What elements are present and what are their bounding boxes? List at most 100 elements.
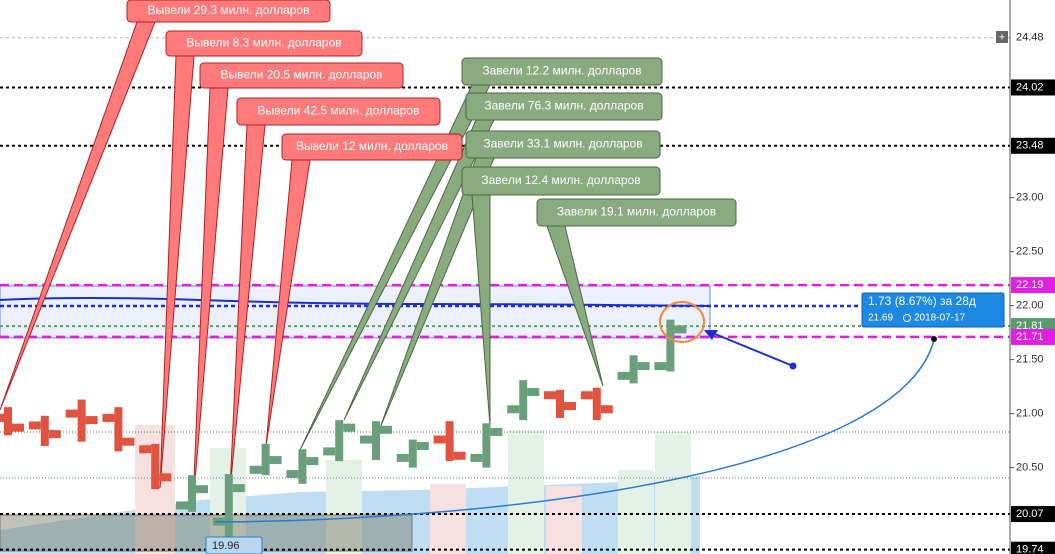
callout-box: [536, 198, 737, 227]
level-label: 22.19: [1016, 279, 1044, 291]
candle-range: [188, 475, 196, 512]
candle-close: [527, 388, 540, 397]
level-label: 24.02: [1016, 81, 1044, 93]
measure-curve: [214, 339, 935, 523]
moving-average: [0, 297, 711, 307]
candle-range: [519, 380, 528, 421]
callout-box: [465, 92, 663, 121]
candle-open: [470, 453, 483, 462]
start-label: 19.96: [212, 540, 240, 552]
level-label-box: [1011, 277, 1055, 294]
y-tick-label: 23.00: [1016, 192, 1044, 204]
candle-open: [176, 501, 188, 510]
callout-text: Завели 19.1 милн. долларов: [557, 205, 716, 219]
candle-range: [151, 443, 160, 490]
candle-open: [580, 391, 593, 400]
level-label-box: [1011, 79, 1055, 96]
candle-range: [592, 387, 601, 421]
level-label-box: [1011, 29, 1055, 46]
volume-bar: [326, 460, 362, 554]
measure-date: 2018-07-17: [914, 313, 966, 324]
callout-box: [199, 62, 404, 89]
callout-text: Завели 33.1 милн. долларов: [483, 137, 642, 151]
zone: [0, 285, 711, 339]
start-label-box: [205, 536, 263, 554]
candle-open: [323, 447, 336, 456]
axis-labels: 23.00 22.50 22.00 21.50 21.00 20.50 24.48 24.02…: [1010, 29, 1055, 554]
candle-close: [196, 485, 208, 494]
level-label-box: [1011, 137, 1055, 154]
y-tick-label: 20.50: [1016, 462, 1044, 474]
callout-box: [236, 97, 441, 126]
candle-close: [48, 430, 61, 439]
volume-bar: [430, 484, 466, 554]
arrow-head: [704, 330, 718, 340]
candle-open: [433, 435, 446, 444]
candle-close: [85, 416, 98, 425]
candle-range: [372, 421, 380, 461]
candle-range: [445, 421, 454, 462]
candle-open: [286, 470, 299, 479]
callout-text: Завели 76.3 милн. долларов: [484, 99, 643, 113]
arrow-start: [789, 362, 797, 370]
volume-bar: [508, 430, 544, 554]
candle-close: [122, 437, 135, 446]
callouts: Вывели 29.3 милн. долларов Вывели 8.3 мил…: [126, 0, 737, 227]
candle-range: [40, 415, 49, 447]
measure-point: [931, 336, 937, 342]
candle-close: [12, 423, 24, 432]
candle-range: [666, 319, 675, 372]
candle-close: [453, 451, 466, 460]
clock-icon: [903, 314, 911, 322]
candle-open: [65, 409, 78, 418]
candle-open: [360, 435, 372, 444]
callout-box: [281, 133, 463, 161]
callout-text: Вывели 12 милн. долларов: [296, 139, 448, 153]
measure-price: 21.69: [868, 313, 893, 324]
candle-open: [139, 445, 152, 454]
candle-open: [0, 413, 4, 422]
callout-box: [165, 30, 363, 57]
add-button[interactable]: [996, 31, 1008, 43]
callout-text: Завели 12.2 милн. долларов: [482, 64, 641, 78]
candle-range: [629, 355, 638, 384]
level-label-box: [1011, 506, 1055, 523]
callout-box: [461, 166, 661, 196]
candle-open: [396, 453, 409, 462]
candle-close: [306, 457, 319, 466]
candle-open: [654, 362, 667, 371]
candle-open: [617, 371, 630, 380]
volume-bar: [655, 432, 691, 554]
callout-box: [126, 0, 331, 23]
callout-text: Вывели 8.3 милн. долларов: [186, 36, 341, 50]
candle-range: [77, 399, 86, 442]
candle-range: [482, 423, 491, 468]
level-label: 21.71: [1016, 331, 1044, 343]
level-label: 19.74: [1016, 544, 1044, 554]
highlight-circle: [659, 301, 705, 343]
callout-box: [461, 57, 663, 86]
candle-open: [544, 391, 556, 400]
y-tick-label: 21.50: [1016, 354, 1044, 366]
measure-text: 1.73 (8.67%) за 28д: [868, 294, 976, 308]
add-icon[interactable]: +: [999, 31, 1005, 43]
volume-bar: [618, 470, 654, 554]
candle-close: [600, 405, 613, 414]
candle-close: [159, 473, 172, 482]
candle-close: [343, 423, 356, 432]
level-label: 24.48: [1016, 32, 1044, 44]
y-tick-label: 21.00: [1016, 408, 1044, 420]
callout-text: Завели 12.4 милн. долларов: [481, 173, 640, 187]
candle-close: [564, 402, 576, 411]
candle-range: [556, 389, 564, 418]
candle-close: [490, 427, 503, 436]
candle-open: [249, 465, 262, 474]
y-tick-label: 22.00: [1016, 300, 1044, 312]
measure-box: [861, 292, 1005, 328]
candle-range: [261, 443, 270, 476]
candle-range: [408, 439, 417, 468]
candle-open: [507, 405, 520, 414]
candle-range: [114, 407, 123, 452]
candle-close: [637, 362, 650, 371]
